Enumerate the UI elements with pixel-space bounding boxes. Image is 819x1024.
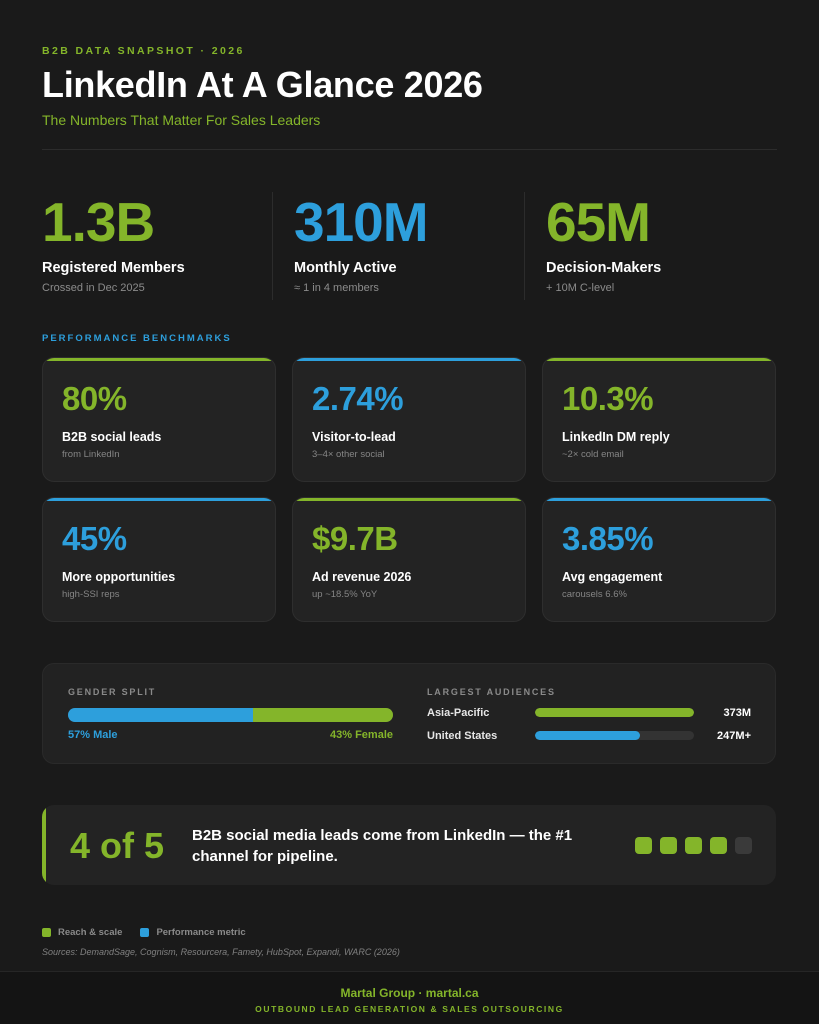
hero-stat-value: 1.3B — [42, 191, 155, 253]
gender-split-bar — [68, 708, 393, 722]
audience-bar-fill — [535, 731, 640, 740]
indicator-dot-filled — [660, 837, 677, 854]
demographics-panel: GENDER SPLIT 57% Male 43% Female LARGEST… — [42, 663, 776, 764]
hero-stat-sub: + 10M C-level — [546, 282, 615, 294]
sources-note: Sources: DemandSage, Cognism, Resourcera… — [42, 947, 400, 957]
legend: Reach & scale Performance metric — [42, 927, 246, 938]
callout-big-number: 4 of 5 — [70, 825, 165, 866]
benchmark-card-engagement: 3.85% Avg engagement carousels 6.6% — [542, 497, 776, 622]
legend-item-performance: Performance metric — [140, 927, 246, 938]
legend-swatch-green — [42, 928, 51, 937]
audience-name-united-states: United States — [427, 730, 498, 742]
callout-banner: 4 of 5 B2B social media leads come from … — [42, 805, 776, 885]
hero-stat-monthly-active: 310M Monthly Active ≈ 1 in 4 members — [294, 190, 524, 294]
hero-stat-sub: ≈ 1 in 4 members — [294, 282, 379, 294]
hero-stat-label: Registered Members — [42, 260, 185, 276]
callout-indicator-dots — [635, 837, 752, 854]
gender-female-text: 43% Female — [330, 729, 393, 741]
header-divider — [42, 149, 777, 150]
hero-stat-members: 1.3B Registered Members Crossed in Dec 2… — [42, 190, 272, 294]
largest-audiences-label: LARGEST AUDIENCES — [427, 687, 556, 697]
indicator-dot-filled — [635, 837, 652, 854]
benchmark-value: $9.7B — [312, 520, 398, 557]
hero-stat-value: 310M — [294, 191, 429, 253]
benchmark-label: Ad revenue 2026 — [312, 570, 412, 584]
gender-male-text: 57% Male — [68, 729, 118, 741]
benchmark-label: More opportunities — [62, 570, 176, 584]
benchmark-value: 10.3% — [562, 380, 654, 417]
audience-bar-asia-pacific — [535, 708, 694, 717]
benchmark-sub: up ~18.5% YoY — [312, 589, 378, 600]
hero-divider — [524, 192, 525, 300]
indicator-dot-filled — [710, 837, 727, 854]
footer: Martal Group · martal.ca OUTBOUND LEAD G… — [0, 971, 819, 1024]
hero-stat-label: Decision-Makers — [546, 260, 662, 276]
benchmark-label: Visitor-to-lead — [312, 430, 396, 444]
audience-bar-united-states — [535, 731, 694, 740]
benchmarks-section-label: PERFORMANCE BENCHMARKS — [42, 333, 232, 344]
gender-bar-female — [253, 708, 393, 722]
hero-stat-sub: Crossed in Dec 2025 — [42, 282, 145, 294]
benchmark-card-social-leads: 80% B2B social leads from LinkedIn — [42, 357, 276, 482]
benchmark-card-ad-revenue: $9.7B Ad revenue 2026 up ~18.5% YoY — [292, 497, 526, 622]
legend-item-reach: Reach & scale — [42, 927, 122, 938]
benchmark-sub: from LinkedIn — [62, 449, 120, 460]
footer-brand: Martal Group · martal.ca — [340, 986, 479, 1000]
audience-value-united-states: 247M+ — [717, 730, 751, 742]
benchmark-card-visitor-to-lead: 2.74% Visitor-to-lead 3–4× other social — [292, 357, 526, 482]
benchmark-value: 45% — [62, 520, 127, 557]
indicator-dot-empty — [735, 837, 752, 854]
indicator-dot-filled — [685, 837, 702, 854]
benchmark-sub: 3–4× other social — [312, 449, 385, 460]
audience-value-asia-pacific: 373M — [723, 707, 751, 719]
benchmark-label: B2B social leads — [62, 430, 162, 444]
benchmark-sub: high-SSI reps — [62, 589, 120, 600]
legend-label: Performance metric — [156, 927, 246, 938]
gender-split-label: GENDER SPLIT — [68, 687, 157, 697]
hero-divider — [272, 192, 273, 300]
footer-tagline: OUTBOUND LEAD GENERATION & SALES OUTSOUR… — [255, 1004, 564, 1014]
benchmark-sub: carousels 6.6% — [562, 589, 627, 600]
legend-label: Reach & scale — [58, 927, 123, 938]
benchmark-label: Avg engagement — [562, 570, 663, 584]
gender-bar-male — [68, 708, 254, 722]
legend-swatch-blue — [140, 928, 150, 937]
callout-text: B2B social media leads come from LinkedI… — [192, 827, 573, 865]
eyebrow-label: B2B DATA SNAPSHOT · 2026 — [42, 45, 245, 57]
audience-bar-fill — [535, 708, 694, 717]
benchmark-sub: ~2× cold email — [562, 449, 624, 460]
benchmark-card-dm-reply: 10.3% LinkedIn DM reply ~2× cold email — [542, 357, 776, 482]
benchmark-label: LinkedIn DM reply — [562, 430, 670, 444]
benchmark-value: 2.74% — [312, 380, 404, 417]
page-title: LinkedIn At A Glance 2026 — [42, 64, 483, 105]
hero-stat-decision-makers: 65M Decision-Makers + 10M C-level — [546, 190, 776, 294]
page-subtitle: The Numbers That Matter For Sales Leader… — [42, 112, 321, 128]
hero-stat-value: 65M — [546, 191, 651, 253]
hero-stat-label: Monthly Active — [294, 260, 397, 276]
audience-name-asia-pacific: Asia-Pacific — [427, 707, 490, 719]
benchmark-value: 3.85% — [562, 520, 654, 557]
benchmark-card-opportunities: 45% More opportunities high-SSI reps — [42, 497, 276, 622]
benchmark-value: 80% — [62, 380, 127, 417]
